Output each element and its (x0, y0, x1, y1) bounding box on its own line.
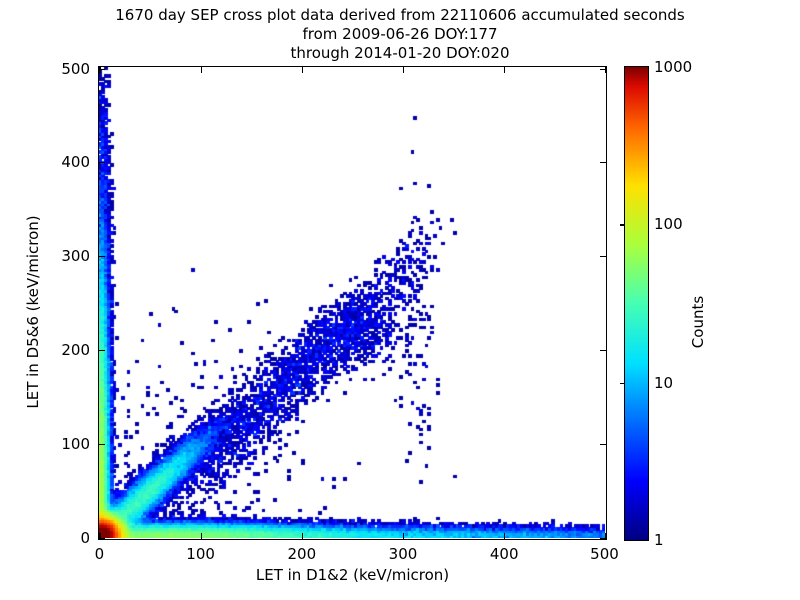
x-axis-label: LET in D1&2 (keV/micron) (255, 566, 450, 584)
x-tick-label-400: 400 (489, 545, 519, 563)
y-tick-left-0 (99, 537, 106, 539)
x-tick-bottom-200 (301, 532, 304, 539)
x-tick-label-300: 300 (388, 545, 418, 563)
colorbar-tick-label-1: 1 (654, 531, 664, 549)
chart-title-line-2: from 2009-06-26 DOY:177 (302, 25, 498, 43)
scatter-heatmap-canvas (99, 67, 605, 538)
x-tick-top-200 (301, 67, 304, 74)
x-tick-top-500 (604, 67, 606, 74)
y-tick-label-0: 0 (80, 528, 90, 547)
chart-title-line-1: 1670 day SEP cross plot data derived fro… (115, 6, 685, 24)
colorbar-tick-100 (620, 224, 625, 226)
x-tick-bottom-0 (99, 532, 101, 539)
y-tick-label-500: 500 (61, 59, 90, 78)
y-tick-right-500 (599, 68, 606, 70)
x-tick-top-0 (99, 67, 101, 74)
y-tick-left-100 (99, 444, 106, 446)
y-tick-left-200 (99, 350, 106, 352)
x-tick-label-0: 0 (94, 545, 105, 563)
chart-title-line-3: through 2014-01-20 DOY:020 (290, 44, 510, 62)
colorbar-label: Counts (689, 295, 707, 349)
y-tick-label-200: 200 (61, 341, 90, 359)
colorbar-tick-label-100: 100 (654, 215, 683, 234)
colorbar-gradient (625, 67, 648, 540)
y-tick-label-100: 100 (61, 435, 90, 454)
y-tick-right-0 (599, 537, 606, 539)
x-tick-label-200: 200 (287, 545, 317, 563)
x-tick-label-500: 500 (590, 545, 619, 563)
plot-area (98, 66, 607, 540)
x-tick-top-400 (504, 67, 506, 74)
x-tick-bottom-500 (604, 532, 606, 539)
y-axis-label: LET in D5&6 (keV/micron) (24, 215, 42, 409)
y-tick-label-400: 400 (61, 152, 90, 171)
y-tick-right-400 (599, 161, 606, 163)
colorbar-tick-label-10: 10 (654, 373, 674, 392)
colorbar-tick-10 (620, 382, 625, 385)
y-tick-label-300: 300 (61, 246, 90, 265)
y-tick-left-300 (99, 255, 106, 258)
x-tick-bottom-400 (504, 532, 506, 539)
x-tick-bottom-300 (403, 532, 405, 539)
x-tick-top-300 (403, 67, 405, 74)
y-tick-left-500 (99, 68, 106, 70)
x-tick-label-100: 100 (186, 545, 215, 563)
y-tick-left-400 (99, 161, 106, 163)
y-tick-right-100 (599, 444, 606, 446)
colorbar-tick-label-1000: 1000 (654, 58, 693, 76)
y-tick-right-200 (599, 350, 606, 352)
x-tick-top-100 (200, 67, 202, 74)
y-tick-right-300 (599, 255, 606, 258)
chart-title: 1670 day SEP cross plot data derived fro… (0, 6, 800, 63)
x-tick-bottom-100 (200, 532, 202, 539)
colorbar (624, 66, 649, 541)
